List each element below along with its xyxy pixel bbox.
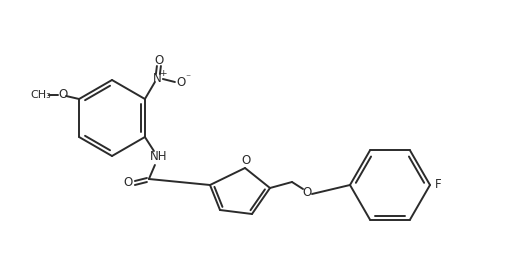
Text: O: O (123, 177, 132, 190)
Text: O: O (302, 186, 312, 199)
Text: O: O (241, 154, 250, 167)
Text: O: O (155, 54, 164, 67)
Text: N: N (153, 73, 161, 86)
Text: O: O (176, 76, 185, 88)
Text: +: + (159, 69, 167, 78)
Text: CH₃: CH₃ (31, 90, 52, 100)
Text: NH: NH (150, 150, 168, 163)
Text: O: O (59, 88, 68, 101)
Text: ⁻: ⁻ (185, 73, 190, 83)
Text: F: F (435, 178, 441, 191)
